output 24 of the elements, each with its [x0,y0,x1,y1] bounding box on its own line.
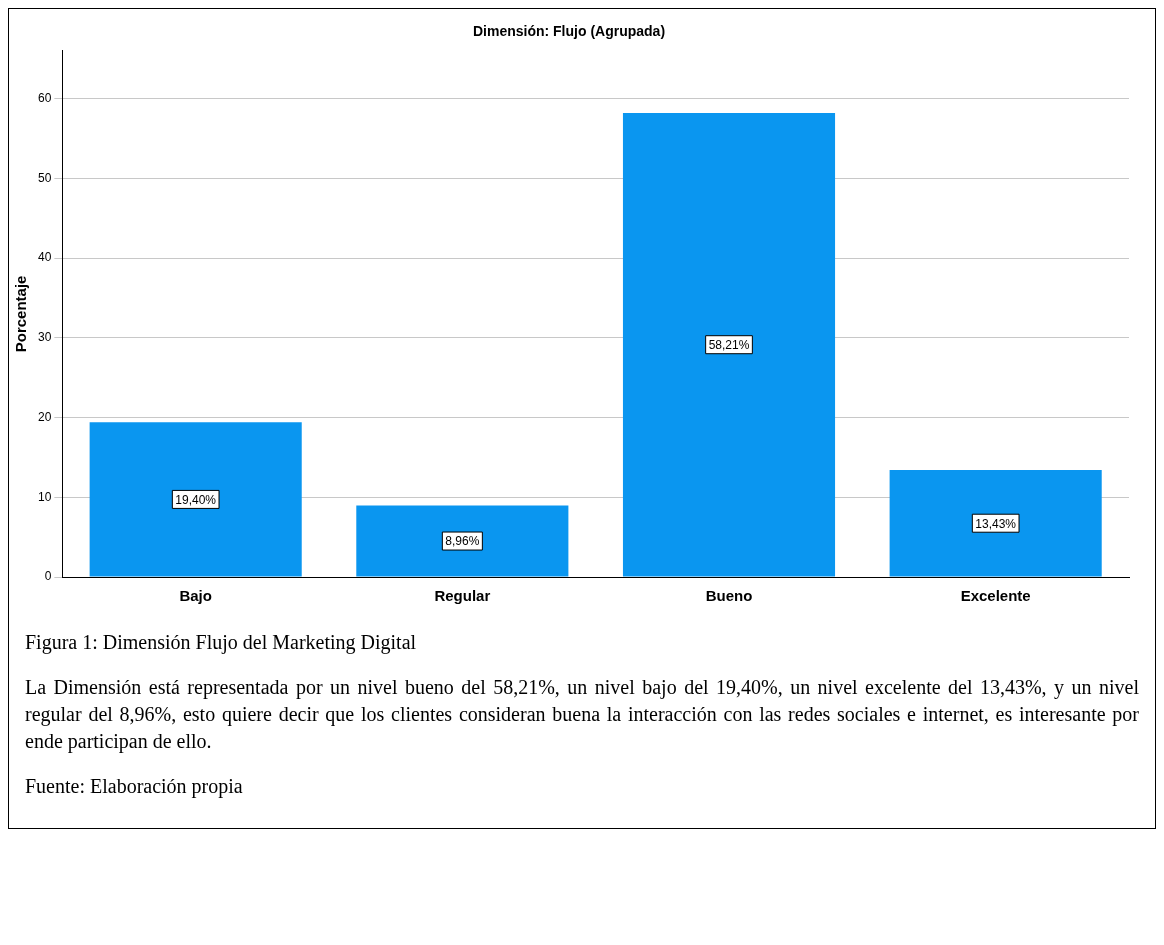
bar [889,469,1102,577]
data-label: 8,96% [445,534,480,549]
y-tick-label: 20 [37,409,52,424]
y-tick-label: 0 [44,569,52,584]
y-tick-label: 30 [37,330,52,345]
bar [356,505,569,577]
data-label: 58,21% [708,338,750,353]
y-axis-title: Porcentaje [12,275,30,353]
text: Figura 1: Dimensión Flujo del Marketing Digital [25,630,418,656]
x-tick-label: Bajo [179,587,212,605]
y-tick-label: 60 [37,90,52,105]
x-tick-label: Regular [434,587,491,605]
source-note: Fuente: Elaboración propia [25,774,244,800]
data-label: 19,40% [175,492,217,507]
text: La Dimensión está representada por un nivel bueno del 58,21%, un nivel bajo del 19,40%, un nivel excelente del 13,43%, y un nivel regular del 8,96%, esto quiere decir que los clientes consideran buena la interacción con las redes sociales e internet, es interesante por ende participan de ello. [25,675,1139,755]
x-tick-label: Bueno [705,587,753,605]
chart-title: Dimensión: Flujo (Agrupada) [472,23,666,40]
y-tick-label: 10 [37,489,52,504]
data-label: 13,43% [975,516,1017,531]
x-tick-label: Excelente [960,587,1031,605]
y-tick-label: 40 [37,250,52,265]
y-tick-label: 50 [37,170,52,185]
bar [89,422,302,577]
bar [622,112,836,577]
